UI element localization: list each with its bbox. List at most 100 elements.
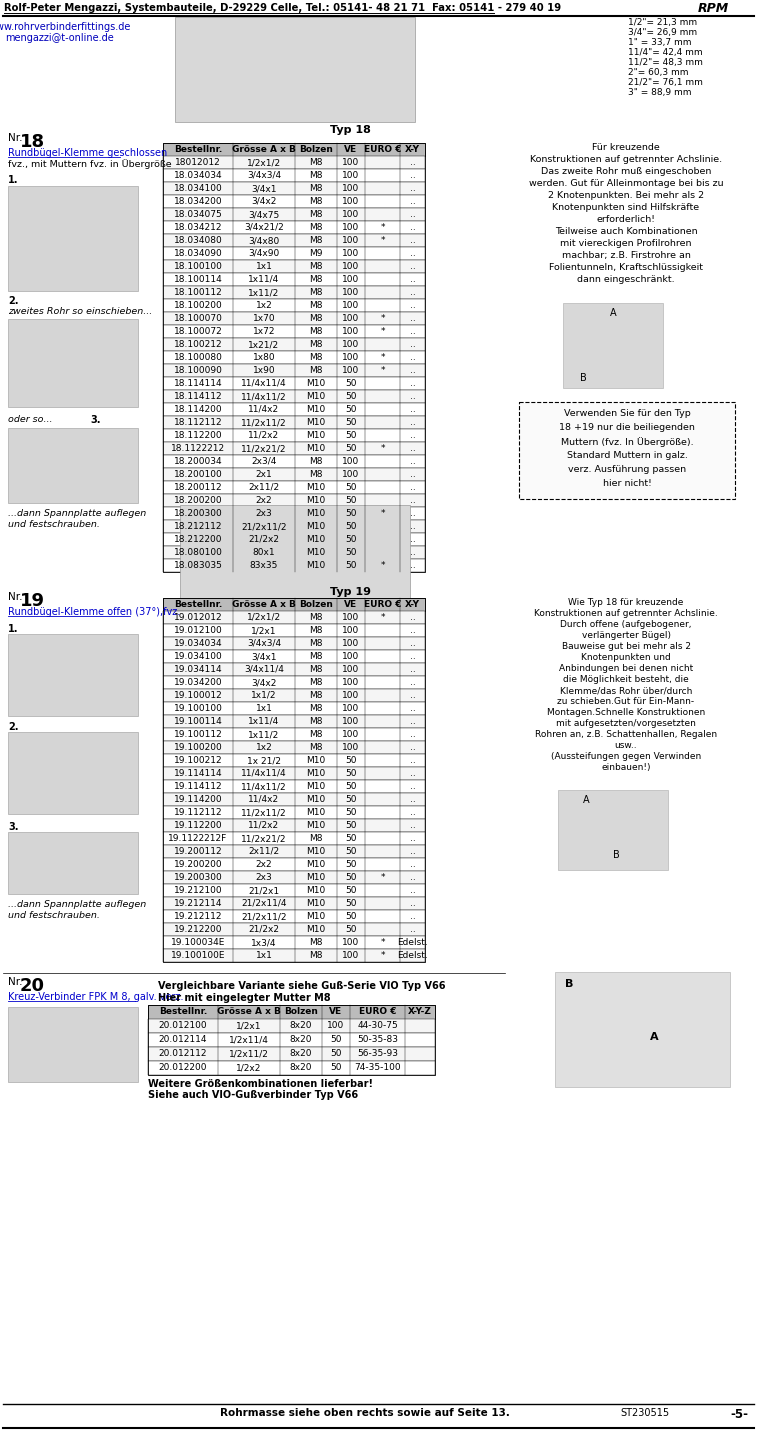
Bar <box>180 505 410 604</box>
Text: 100: 100 <box>342 223 360 232</box>
Bar <box>8 732 138 813</box>
Text: 100: 100 <box>342 326 360 337</box>
Text: 1x3/4: 1x3/4 <box>251 938 277 947</box>
Bar <box>148 1020 435 1032</box>
Bar <box>163 286 425 299</box>
Text: 50: 50 <box>345 392 357 401</box>
Bar <box>163 819 425 832</box>
Text: 100: 100 <box>342 664 360 674</box>
Text: verlängerter Bügel): verlängerter Bügel) <box>581 632 671 640</box>
Text: 50: 50 <box>345 483 357 493</box>
Bar <box>163 338 425 351</box>
Text: 100: 100 <box>327 1021 344 1031</box>
Bar <box>163 533 425 546</box>
Text: 19.212114: 19.212114 <box>174 899 223 908</box>
Text: Verwenden Sie für den Typ: Verwenden Sie für den Typ <box>564 410 690 418</box>
Text: -5-: -5- <box>730 1408 748 1421</box>
Text: 1/2x1/2: 1/2x1/2 <box>247 158 281 168</box>
Text: Edelst.: Edelst. <box>397 938 428 947</box>
Text: 1/2x1/2: 1/2x1/2 <box>247 613 281 621</box>
Text: ..: .. <box>410 170 416 180</box>
Text: 11/2x11/2: 11/2x11/2 <box>241 808 287 818</box>
Text: M10: M10 <box>307 379 326 388</box>
Text: RPM: RPM <box>698 1 729 14</box>
Text: M8: M8 <box>310 301 322 309</box>
Text: 1x2: 1x2 <box>256 301 273 309</box>
Bar <box>555 972 730 1087</box>
Text: ..: .. <box>410 236 416 245</box>
Text: M10: M10 <box>307 899 326 908</box>
Text: 50-35-83: 50-35-83 <box>357 1035 398 1044</box>
Text: 100: 100 <box>342 301 360 309</box>
Bar <box>8 186 138 291</box>
Text: 3/4x1: 3/4x1 <box>251 652 277 662</box>
Text: 50: 50 <box>345 782 357 790</box>
Text: M8: M8 <box>310 198 322 206</box>
Text: ..: .. <box>410 886 416 895</box>
Text: 100: 100 <box>342 717 360 726</box>
Text: 1/2x1: 1/2x1 <box>236 1021 262 1031</box>
Text: 1x11/4: 1x11/4 <box>248 275 279 284</box>
Text: M8: M8 <box>310 288 322 296</box>
Text: 100: 100 <box>342 183 360 193</box>
Text: 19.212200: 19.212200 <box>174 925 223 934</box>
Text: ..: .. <box>410 354 416 362</box>
Text: 1x11/4: 1x11/4 <box>248 717 279 726</box>
Text: ..: .. <box>410 223 416 232</box>
Text: 100: 100 <box>342 730 360 739</box>
Bar <box>163 715 425 727</box>
Text: 50: 50 <box>345 508 357 518</box>
Bar <box>175 17 415 122</box>
Bar <box>163 702 425 715</box>
Text: Konstruktionen auf getrennter Achslinie.: Konstruktionen auf getrennter Achslinie. <box>530 155 722 165</box>
Text: 50: 50 <box>345 418 357 427</box>
Text: 2x2: 2x2 <box>256 861 273 869</box>
Bar <box>163 611 425 624</box>
Text: ..: .. <box>410 639 416 649</box>
Bar <box>163 195 425 208</box>
Text: 11/4x2: 11/4x2 <box>248 795 279 803</box>
Text: Bolzen: Bolzen <box>284 1008 318 1017</box>
Text: 18.212200: 18.212200 <box>174 536 223 544</box>
Text: A: A <box>583 795 590 805</box>
Bar <box>163 768 425 780</box>
Text: 50: 50 <box>345 912 357 921</box>
Text: ..: .. <box>410 756 416 765</box>
Text: *: * <box>380 326 385 337</box>
Text: ..: .. <box>410 664 416 674</box>
Bar <box>163 246 425 261</box>
Bar <box>163 442 425 455</box>
Bar <box>163 858 425 871</box>
Text: M8: M8 <box>310 275 322 284</box>
Text: 3/4"= 26,9 mm: 3/4"= 26,9 mm <box>628 29 697 37</box>
Text: 100: 100 <box>342 639 360 649</box>
Bar <box>163 520 425 533</box>
Text: ..: .. <box>410 743 416 752</box>
Bar <box>163 740 425 755</box>
Bar <box>8 319 138 407</box>
Bar <box>163 143 425 571</box>
Text: 100: 100 <box>342 211 360 219</box>
Bar <box>163 402 425 417</box>
Text: 19.100114: 19.100114 <box>173 717 223 726</box>
Bar <box>163 143 425 156</box>
Text: ..: .. <box>410 861 416 869</box>
Text: ..: .. <box>410 431 416 440</box>
Text: 100: 100 <box>342 236 360 245</box>
Bar <box>163 233 425 246</box>
Text: ..: .. <box>410 613 416 621</box>
Text: 50: 50 <box>345 833 357 843</box>
Text: M8: M8 <box>310 354 322 362</box>
Bar <box>163 299 425 312</box>
Text: 1x 21/2: 1x 21/2 <box>247 756 281 765</box>
Text: Muttern (fvz. In Übergröße).: Muttern (fvz. In Übergröße). <box>561 437 693 447</box>
Bar <box>163 430 425 442</box>
Text: M10: M10 <box>307 874 326 882</box>
Text: 50: 50 <box>345 536 357 544</box>
Bar <box>163 208 425 221</box>
Bar <box>148 1005 435 1020</box>
Text: 19.100034E: 19.100034E <box>171 938 225 947</box>
Bar <box>8 634 138 716</box>
Text: ..: .. <box>410 795 416 803</box>
Text: 19.034114: 19.034114 <box>173 664 223 674</box>
